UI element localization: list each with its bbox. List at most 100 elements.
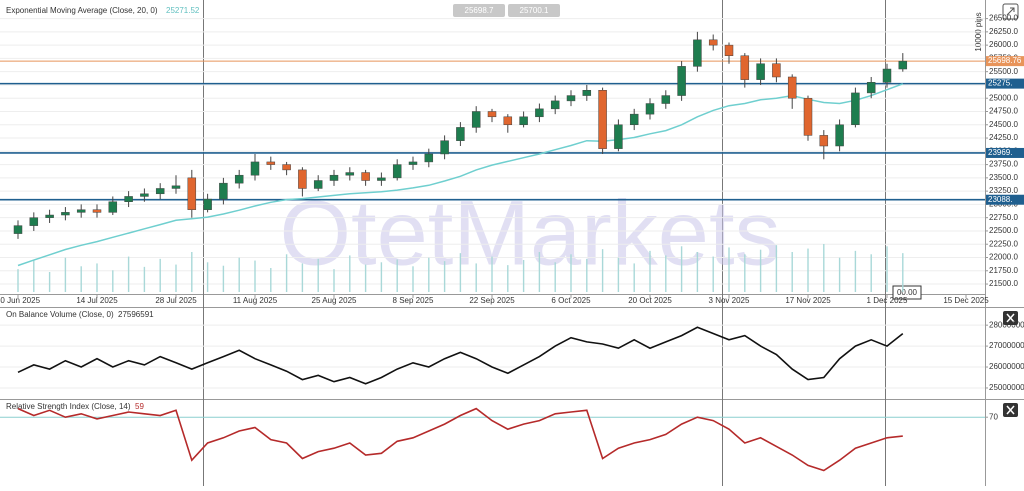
y-tick-label: 26500.0 [989,14,1018,23]
volume-bar [554,262,556,292]
y-tick-label: 22250.0 [989,239,1018,248]
candle-body [329,174,339,181]
candle-body [424,153,434,163]
volume-bar [206,262,209,292]
indicator-line [17,326,904,385]
x-tick-label: 30 Jun 2025 [0,296,41,305]
y-tick-label: 22750.0 [989,213,1018,222]
close-icon [1006,313,1015,323]
volume-bar [649,250,651,292]
last-price-label: 25698.76 [988,56,1022,65]
candle-body [13,225,23,234]
candle-body [866,82,876,94]
candle-body [234,174,244,184]
candle-body [45,214,54,218]
volume-bar [380,262,383,292]
candle-body [345,172,355,176]
volume-bar [222,265,225,292]
candle-body [756,63,765,80]
volume-bar [759,249,762,292]
candle-body [313,180,323,189]
volume-bar [396,259,398,292]
volume-bar [33,260,35,292]
candle-body [787,76,797,99]
level-tag [986,194,1024,205]
volume-bar [522,260,525,292]
indicator-line [17,407,903,472]
candle-body [155,188,165,195]
candle-body [550,100,560,110]
candle-body [835,124,844,147]
level-tag [986,78,1024,89]
candle-body [661,95,671,104]
candle-body [582,90,592,96]
volume-bar [665,255,667,292]
candle-body [503,116,513,126]
candle-body [456,127,465,141]
volume-bar [570,254,572,292]
ask-price: 25700.1 [520,6,549,15]
y-tick-label: 25000.0 [989,93,1018,102]
candle-body [693,39,702,67]
close-icon [1006,405,1015,415]
x-tick-label: 6 Oct 2025 [551,296,591,305]
volume-bar [349,255,351,292]
y-tick-label: 25000000 [989,383,1024,392]
indicator-title: Relative Strength Index (Close, 14) [6,402,131,411]
candle-body [819,135,829,147]
x-tick-label: 25 Aug 2025 [312,296,357,305]
volume-bar [854,250,857,292]
cursor-label: 00.00 [897,288,918,297]
volume-bar [728,247,730,292]
y-tick-label: 24750.0 [989,107,1018,116]
volume-bar [254,260,256,292]
candle-body [171,185,181,189]
indicator-title: Exponential Moving Average (Close, 20, 0… [6,6,158,15]
volume-bar [633,263,635,292]
candle-body [219,182,228,200]
y-tick-label: 22500.0 [989,226,1018,235]
candle-body [882,68,892,83]
bid-box[interactable] [453,4,505,17]
volume-bar [428,257,430,292]
candle-body [598,90,607,149]
x-tick-label: 20 Oct 2025 [628,296,672,305]
volume-bar [744,254,746,292]
candle-body [772,63,781,78]
y-tick-label: 26000.0 [989,40,1018,49]
volume-bar [443,261,446,292]
candle-body [361,172,370,181]
volume-bar [712,256,714,292]
last-price-tag [986,56,1024,67]
volume-bar [459,253,462,292]
volume-bar [159,258,161,292]
volume-bar [333,269,335,292]
volume-bar [191,252,193,292]
volume-bar [775,245,778,292]
volume-bar [238,257,240,292]
level-label: 25275. [988,79,1012,88]
volume-bar [412,266,414,292]
candle-body [851,92,860,126]
expand-icon [1006,7,1015,16]
volume-bar [317,258,319,292]
candle-body [92,209,102,213]
candle-body [724,44,734,56]
x-tick-label: 11 Aug 2025 [233,296,278,305]
candle-body [61,212,70,216]
volume-bar [507,265,509,292]
y-tick-label: 25500.0 [989,67,1018,76]
y-tick-label: 28000000 [989,320,1024,329]
ask-box[interactable] [508,4,560,17]
candle-body [298,169,307,189]
candle-body [250,161,260,176]
candle-body [282,164,291,171]
candle-body [535,108,544,118]
y-tick-label: 26250.0 [989,27,1018,36]
candle-body [898,60,908,70]
y-tick-label: 23250.0 [989,186,1018,195]
candle-body [440,140,449,155]
level-label: 23088. [988,195,1012,204]
